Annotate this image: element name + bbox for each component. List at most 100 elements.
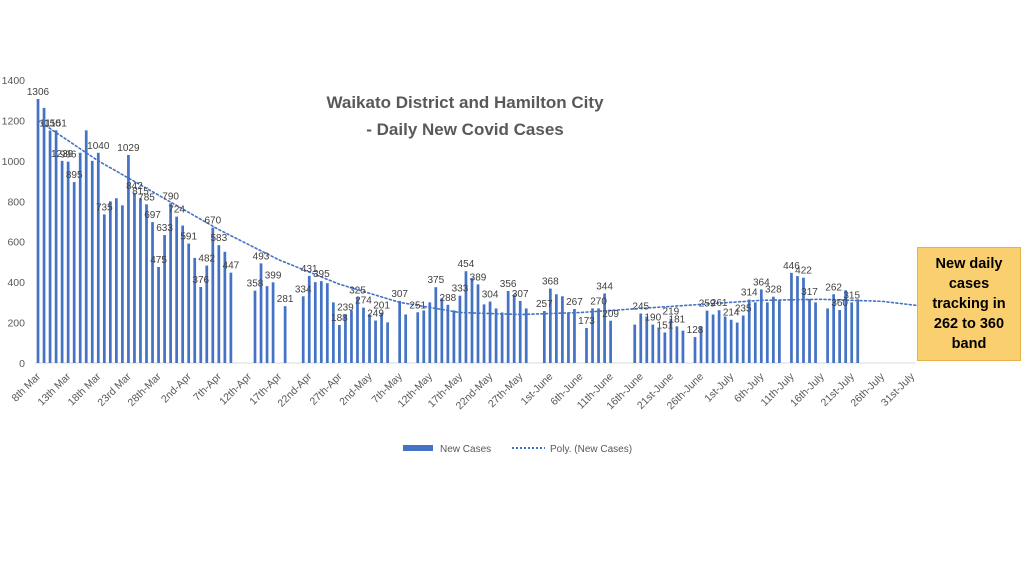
bar [482, 304, 486, 363]
data-label: 360 [831, 298, 848, 309]
bar [108, 201, 112, 363]
bar [651, 324, 655, 363]
bar [802, 277, 805, 363]
legend: New Cases Poly. (New Cases) [403, 444, 632, 455]
data-label: 697 [144, 210, 161, 221]
bar [488, 301, 492, 363]
bar [464, 271, 468, 363]
data-label: 257 [536, 299, 553, 310]
data-label: 395 [313, 269, 330, 280]
bar-series [36, 99, 860, 363]
bar [217, 245, 221, 363]
data-label: 376 [192, 275, 209, 286]
bar [476, 284, 480, 363]
bar [772, 296, 775, 363]
bar [133, 192, 136, 363]
bar [78, 152, 82, 363]
x-tick-label: 1st-July [702, 370, 737, 405]
data-label: 446 [783, 261, 800, 272]
data-label: 307 [512, 289, 529, 300]
bar [711, 314, 715, 363]
data-label: 815 [132, 186, 149, 197]
data-label: 447 [223, 261, 240, 272]
callout-text: New daily cases tracking in 262 to 360 b… [932, 256, 1006, 352]
bar [561, 296, 564, 363]
bar [446, 304, 450, 363]
bar [452, 310, 456, 363]
bar [826, 308, 829, 363]
bar [675, 326, 679, 363]
bar [639, 313, 643, 363]
bar [844, 290, 848, 363]
bar [362, 307, 365, 363]
bar [380, 312, 383, 363]
bar [591, 308, 594, 363]
bar [48, 130, 52, 363]
data-label: 368 [542, 277, 559, 288]
data-label: 307 [391, 289, 408, 300]
bar [102, 214, 106, 363]
bar [440, 298, 444, 363]
bar [633, 324, 637, 363]
data-label: 454 [458, 259, 475, 270]
bar [506, 291, 510, 363]
bar [705, 310, 709, 363]
bar [374, 320, 377, 363]
data-labels: 1306123911501151996895104073510298428157… [27, 87, 861, 336]
bar [211, 227, 215, 363]
bar [555, 294, 558, 363]
bar [157, 266, 160, 363]
bar [723, 316, 727, 363]
data-label: 261 [711, 298, 728, 309]
bar [669, 318, 673, 363]
bar [850, 302, 854, 363]
x-tick-label: 31st-July [879, 370, 918, 409]
bar [96, 152, 100, 363]
bar [699, 326, 703, 363]
y-tick-label: 1000 [2, 156, 26, 168]
data-label: 399 [265, 270, 282, 281]
bar [205, 265, 209, 363]
bar [567, 312, 570, 363]
bar [283, 306, 287, 363]
data-label: 151 [657, 320, 674, 331]
bar [494, 308, 498, 363]
bar [181, 225, 185, 363]
bar [151, 222, 154, 363]
data-label: 288 [440, 293, 457, 304]
y-tick-label: 400 [7, 277, 25, 289]
data-label: 235 [735, 303, 752, 314]
bar [790, 272, 793, 363]
data-label: 325 [349, 285, 366, 296]
bar [54, 130, 58, 363]
bar [271, 282, 275, 363]
data-label: 633 [156, 223, 173, 234]
bar [72, 182, 76, 363]
legend-swatch-new-cases [403, 445, 433, 451]
bar [729, 319, 733, 363]
data-label: 328 [765, 285, 782, 296]
data-label: 344 [596, 281, 613, 292]
bar [603, 293, 606, 363]
bar [259, 263, 263, 363]
bar [350, 310, 353, 363]
bar [663, 332, 667, 363]
bar [542, 311, 546, 363]
data-label: 591 [180, 232, 197, 243]
data-label: 1239 [51, 149, 74, 160]
bar [458, 295, 462, 363]
y-tick-label: 800 [7, 196, 25, 208]
data-label: 583 [210, 233, 227, 244]
bar [597, 308, 600, 363]
bar [386, 322, 389, 363]
y-tick-label: 600 [7, 237, 25, 249]
data-label: 670 [204, 216, 221, 227]
data-label: 422 [795, 266, 812, 277]
bar [344, 314, 347, 363]
data-label: 239 [337, 303, 354, 314]
y-tick-label: 200 [7, 318, 25, 330]
bar [398, 300, 402, 363]
data-label: 1029 [117, 143, 140, 154]
data-label: 334 [295, 284, 312, 295]
bar [368, 314, 371, 363]
